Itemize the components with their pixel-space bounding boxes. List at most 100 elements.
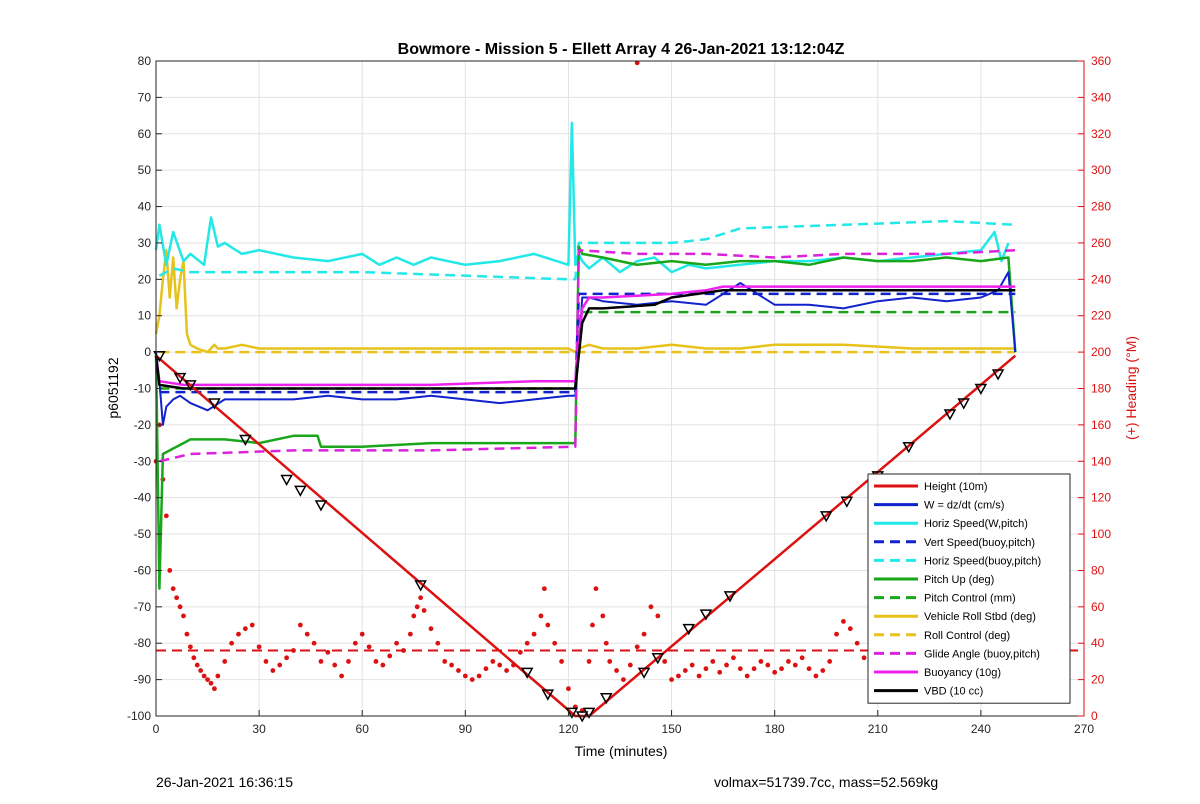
y2-tick-label-7: 140	[1091, 454, 1111, 468]
marker-26	[974, 383, 988, 396]
x-tick-label-7: 210	[868, 722, 888, 736]
x-tick-label-8: 240	[971, 722, 991, 736]
heading-point-39	[359, 631, 365, 637]
heading-point-86	[648, 604, 654, 610]
legend-label-7: Vehicle Roll Stbd (deg)	[924, 611, 1036, 623]
heading-point-114	[841, 618, 846, 624]
heading-point-105	[779, 666, 784, 672]
marker-19	[723, 591, 737, 603]
chart-title: Bowmore - Mission 5 - Ellett Array 4 26-…	[398, 41, 845, 58]
heading-point-54	[449, 662, 454, 668]
heading-point-23	[249, 622, 255, 628]
y-tick-label-17: 70	[138, 90, 152, 104]
heading-point-79	[603, 640, 609, 646]
y-tick-label-3: -70	[134, 600, 152, 614]
series-line-2	[154, 121, 1010, 274]
marker-20	[819, 511, 833, 523]
heading-point-55	[456, 668, 461, 673]
series-line-6	[159, 310, 1016, 390]
heading-point-56	[462, 673, 468, 679]
y-tick-label-16: 60	[138, 127, 152, 141]
series-line-7	[154, 248, 1016, 354]
heading-point-7	[177, 604, 183, 610]
footer-stats: volmax=51739.7cc, mass=52.569kg	[714, 774, 939, 790]
heading-point-91	[682, 668, 688, 673]
marker-10	[541, 689, 555, 701]
heading-point-83	[627, 662, 633, 668]
marker-14	[599, 693, 613, 705]
marker-25	[957, 398, 970, 410]
series-line-5	[154, 245, 1017, 590]
heading-point-42	[380, 662, 386, 668]
heading-point-33	[318, 659, 324, 664]
heading-point-26	[270, 668, 276, 673]
heading-point-68	[541, 586, 547, 592]
heading-point-47	[411, 613, 417, 619]
y-axis-label: p6051192	[105, 357, 121, 418]
heading-point-78	[600, 613, 606, 619]
heading-point-82	[621, 677, 626, 683]
y-tick-label-12: 20	[138, 272, 152, 286]
heading-point-30	[297, 622, 303, 628]
heading-point-90	[676, 673, 681, 679]
marker-2	[184, 380, 197, 392]
y-tick-label-4: -60	[134, 563, 152, 577]
marker-9	[520, 667, 534, 679]
x-tick-label-3: 90	[459, 722, 473, 736]
heading-point-43	[387, 653, 393, 659]
legend-label-11: VBD (10 cc)	[924, 686, 983, 698]
heading-point-104	[772, 669, 778, 675]
heading-point-77	[593, 586, 599, 592]
heading-point-59	[483, 666, 489, 672]
heading-point-89	[669, 677, 674, 683]
heading-point-48	[414, 604, 420, 610]
heading-point-117	[861, 655, 867, 661]
heading-point-110	[813, 673, 819, 679]
heading-point-70	[552, 640, 558, 646]
heading-point-95	[710, 659, 716, 664]
y2-tick-label-6: 120	[1091, 491, 1111, 505]
y-tick-label-8: -20	[134, 418, 152, 432]
y2-tick-label-10: 200	[1091, 345, 1111, 359]
heading-point-69	[545, 622, 551, 628]
heading-point-61	[497, 662, 503, 668]
marker-16	[651, 653, 665, 665]
heading-point-92	[689, 662, 695, 668]
legend-label-3: Vert Speed(buoy,pitch)	[924, 537, 1035, 549]
heading-point-15	[205, 677, 210, 683]
heading-point-81	[614, 668, 619, 673]
heading-point-13	[198, 668, 204, 673]
y-tick-label-10: 0	[144, 345, 151, 359]
y-tick-label-9: -10	[134, 382, 152, 396]
series-line-4	[158, 219, 1016, 281]
heading-point-115	[847, 626, 853, 632]
x-tick-label-0: 0	[153, 722, 160, 736]
heading-point-111	[820, 668, 826, 673]
heading-point-32	[311, 640, 317, 646]
series-line-9	[159, 248, 1016, 463]
footer-timestamp: 26-Jan-2021 16:36:15	[156, 774, 293, 790]
heading-point-11	[191, 655, 197, 661]
legend-label-10: Buoyancy (10g)	[924, 667, 1001, 679]
heading-point-97	[724, 662, 729, 668]
heading-point-14	[201, 673, 207, 679]
heading-point-44	[394, 640, 399, 646]
marker-5	[280, 474, 293, 487]
marker-23	[902, 441, 915, 454]
heading-point-38	[352, 640, 358, 646]
heading-point-40	[366, 644, 372, 650]
heading-point-9	[184, 631, 190, 637]
y-tick-label-0: -100	[127, 709, 151, 723]
heading-point-57	[469, 677, 475, 683]
heading-point-108	[799, 655, 805, 661]
heading-point-88	[662, 659, 668, 664]
heading-point-27	[277, 662, 283, 668]
heading-point-20	[229, 640, 235, 646]
heading-point-100	[744, 673, 750, 679]
y2-tick-label-16: 320	[1091, 127, 1111, 141]
marker-27	[991, 369, 1005, 381]
y2-tick-label-12: 240	[1091, 272, 1111, 286]
heading-point-49	[418, 595, 424, 601]
heading-point-71	[559, 659, 564, 664]
heading-point-60	[490, 659, 496, 664]
